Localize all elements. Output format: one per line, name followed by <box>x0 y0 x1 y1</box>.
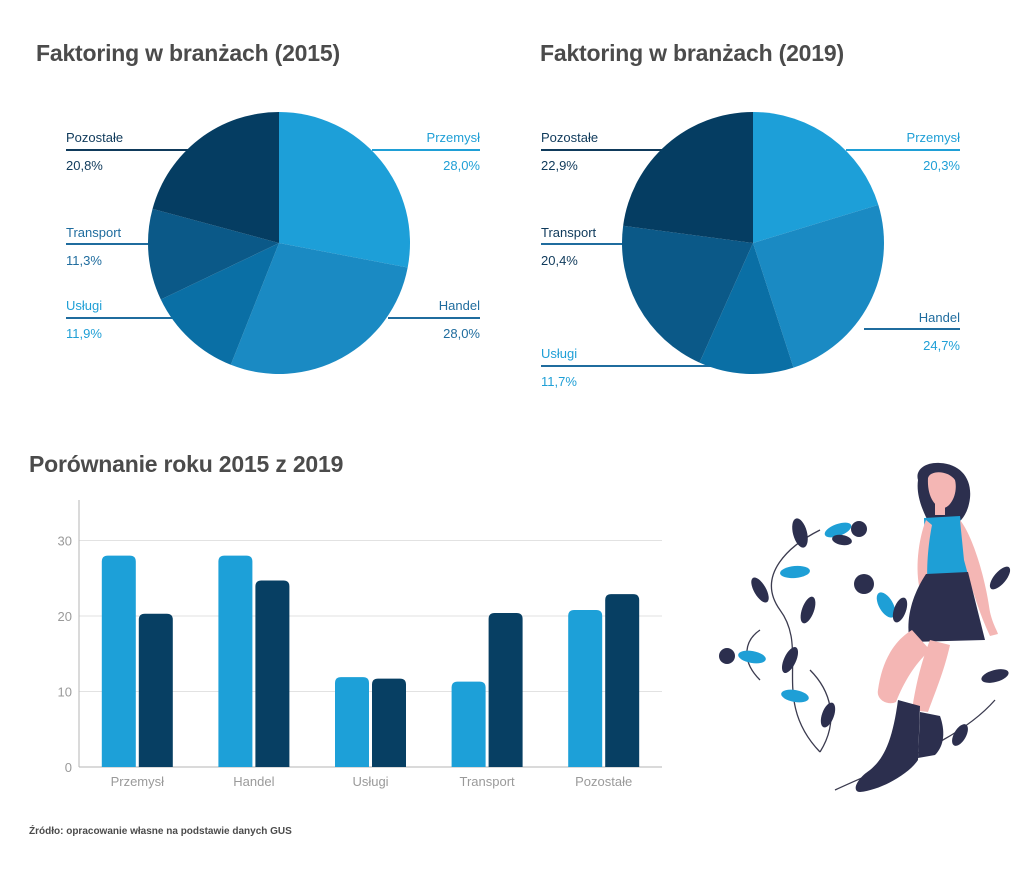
y-tick-label: 10 <box>58 685 72 700</box>
pie-2015-title: Faktoring w branżach (2015) <box>36 40 340 66</box>
bar-transport-series-1 <box>451 681 486 767</box>
pie-2015-leader-uslugi <box>66 317 176 319</box>
bar-uslugi-series-1 <box>335 677 369 767</box>
pie-2015-slice-handel <box>230 243 408 374</box>
pie-2015-slice-uslugi <box>160 243 279 365</box>
bar-transport-series-2 <box>488 612 523 767</box>
pie-2019-slice-pozostale <box>623 112 753 243</box>
pie-2019-leader-pozostale <box>541 149 665 151</box>
pie-2019-slice-transport <box>621 225 753 363</box>
pie-2015-label-uslugi: Usługi <box>66 298 103 313</box>
pie-2019-label-pozostale: Pozostałe <box>541 130 599 145</box>
pie-2019-leader-przemysl <box>846 149 960 151</box>
bar-pozostale-series-1 <box>568 609 603 767</box>
bar-pozostale-series-2 <box>605 594 640 767</box>
pie-2015-value-pozostale: 20,8% <box>66 158 103 173</box>
pie-2019-value-handel: 24,7% <box>923 338 960 353</box>
pie-2019-slice-uslugi <box>699 243 794 374</box>
pie-2019-value-pozostale: 22,9% <box>541 158 578 173</box>
pie-2019-leader-uslugi <box>541 365 711 367</box>
pie-2019-title: Faktoring w branżach (2019) <box>540 40 844 66</box>
pie-2015-leader-pozostale <box>66 149 190 151</box>
x-tick-label: Przemysł <box>111 774 165 789</box>
pie-2015-value-przemysl: 28,0% <box>443 158 480 173</box>
pie-2015-leader-transport <box>66 243 150 245</box>
pie-2015-value-uslugi: 11,9% <box>66 326 102 341</box>
pie-2019-value-uslugi: 11,7% <box>541 374 577 389</box>
pie-2015-label-handel: Handel <box>438 298 480 313</box>
bar-przemysl-series-2 <box>138 613 173 767</box>
pie-2015-slice-pozostale <box>152 112 279 243</box>
pie-2019-value-transport: 20,4% <box>541 253 578 268</box>
woman-on-vine-illustration <box>719 462 1011 792</box>
pie-2019-label-handel: Handel <box>918 310 960 325</box>
x-tick-label: Handel <box>233 774 274 789</box>
pie-2019-leader-transport <box>541 243 637 245</box>
x-tick-label: Transport <box>460 774 516 789</box>
pie-2015-label-przemysl: Przemysł <box>426 130 480 145</box>
bar-handel-series-2 <box>255 580 290 767</box>
y-tick-label: 30 <box>58 534 72 549</box>
pie-2019-value-przemysl: 20,3% <box>923 158 960 173</box>
pie-2015-value-transport: 11,3% <box>66 253 102 268</box>
pie-2015-label-pozostale: Pozostałe <box>66 130 124 145</box>
pie-2015-leader-handel <box>388 317 480 319</box>
y-tick-label: 20 <box>58 609 72 624</box>
x-tick-label: Usługi <box>352 774 388 789</box>
bar-przemysl-series-1 <box>101 555 136 767</box>
source-note: Źródło: opracowanie własne na podstawie … <box>29 826 292 837</box>
pie-2019 <box>621 112 884 374</box>
pie-2019-label-transport: Transport <box>541 225 597 240</box>
pie-2019-leader-handel <box>864 328 960 330</box>
bar-handel-series-1 <box>218 555 253 767</box>
pie-2019-slice-przemysl <box>753 112 879 243</box>
pie-2015 <box>148 112 410 374</box>
pie-2015-leader-przemysl <box>372 149 480 151</box>
bar-uslugi-series-2 <box>372 678 406 767</box>
pie-2019-label-uslugi: Usługi <box>541 346 578 361</box>
pie-2015-slice-transport <box>148 208 279 300</box>
pie-2015-label-transport: Transport <box>66 225 122 240</box>
bar-chart-title: Porównanie roku 2015 z 2019 <box>29 451 344 477</box>
x-tick-label: Pozostałe <box>575 774 632 789</box>
pie-2015-slice-przemysl <box>279 112 410 268</box>
pie-2019-slice-handel <box>753 204 884 368</box>
y-tick-label: 0 <box>65 760 72 775</box>
bar-chart: 0 10 20 30 Przemysł Handel Usługi Transport Pozo… <box>58 500 662 789</box>
pie-2019-label-przemysl: Przemysł <box>906 130 960 145</box>
pie-2015-value-handel: 28,0% <box>443 326 480 341</box>
